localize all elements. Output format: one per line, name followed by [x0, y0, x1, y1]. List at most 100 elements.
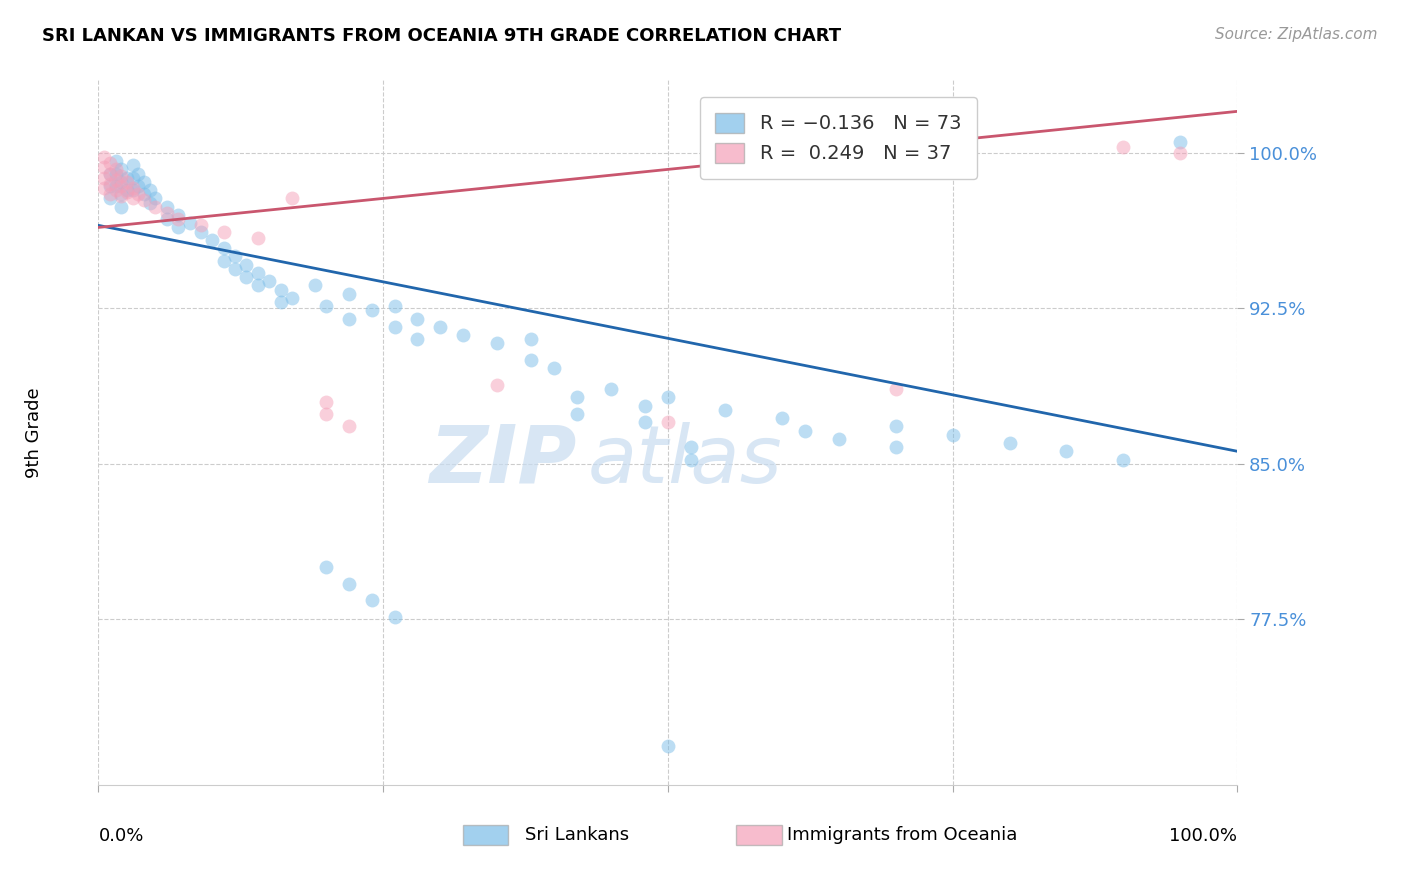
Point — [384, 610, 406, 624]
Text: ZIP: ZIP — [429, 422, 576, 500]
Point — [98, 191, 121, 205]
Point — [337, 311, 360, 326]
Point — [121, 191, 143, 205]
Point — [520, 332, 543, 346]
Point — [110, 169, 132, 183]
Point — [235, 258, 257, 272]
Point — [110, 162, 132, 177]
Point — [259, 274, 281, 288]
Point — [429, 319, 451, 334]
Point — [115, 185, 138, 199]
Point — [337, 286, 360, 301]
Text: SRI LANKAN VS IMMIGRANTS FROM OCEANIA 9TH GRADE CORRELATION CHART: SRI LANKAN VS IMMIGRANTS FROM OCEANIA 9T… — [42, 27, 841, 45]
Point — [110, 189, 132, 203]
Point — [98, 187, 121, 202]
Point — [104, 167, 127, 181]
Point — [127, 187, 149, 202]
Point — [714, 402, 737, 417]
Point — [337, 419, 360, 434]
Point — [110, 178, 132, 193]
Point — [98, 167, 121, 181]
Point — [115, 170, 138, 185]
Point — [520, 353, 543, 368]
Point — [104, 178, 127, 193]
Point — [451, 328, 474, 343]
Point — [167, 212, 190, 227]
Point — [384, 319, 406, 334]
Point — [281, 291, 304, 305]
Point — [246, 231, 269, 245]
Point — [212, 225, 235, 239]
Point — [406, 332, 429, 346]
Point — [121, 158, 143, 172]
Text: Sri Lankans: Sri Lankans — [526, 826, 630, 844]
Point — [167, 220, 190, 235]
Point — [93, 170, 115, 185]
Point — [565, 390, 588, 404]
Point — [657, 390, 679, 404]
Point — [360, 303, 382, 318]
Point — [998, 436, 1021, 450]
Point — [138, 195, 160, 210]
Point — [360, 593, 382, 607]
Point — [132, 175, 155, 189]
Point — [179, 216, 201, 230]
Point — [156, 200, 179, 214]
Point — [104, 162, 127, 177]
Text: atlas: atlas — [588, 422, 783, 500]
Point — [121, 181, 143, 195]
Point — [679, 440, 702, 454]
Text: Source: ZipAtlas.com: Source: ZipAtlas.com — [1215, 27, 1378, 42]
Point — [93, 150, 115, 164]
Point — [201, 233, 224, 247]
Point — [486, 336, 509, 351]
Point — [1170, 136, 1192, 150]
FancyBboxPatch shape — [463, 825, 509, 845]
Point — [212, 241, 235, 255]
Point — [156, 206, 179, 220]
Point — [110, 187, 132, 202]
Point — [138, 183, 160, 197]
Point — [565, 407, 588, 421]
Point — [270, 295, 292, 310]
Point — [104, 173, 127, 187]
Point — [145, 200, 167, 214]
Point — [828, 432, 851, 446]
Point — [634, 399, 657, 413]
Point — [486, 378, 509, 392]
Text: Immigrants from Oceania: Immigrants from Oceania — [787, 826, 1018, 844]
Point — [156, 212, 179, 227]
Point — [1112, 139, 1135, 153]
Point — [1170, 145, 1192, 160]
Text: 100.0%: 100.0% — [1170, 827, 1237, 846]
Point — [770, 411, 793, 425]
Point — [235, 270, 257, 285]
Point — [884, 419, 907, 434]
Y-axis label: 9th Grade: 9th Grade — [25, 387, 42, 478]
Point — [127, 167, 149, 181]
Point — [224, 249, 246, 263]
Point — [98, 156, 121, 170]
Point — [121, 170, 143, 185]
Point — [104, 183, 127, 197]
Point — [315, 299, 337, 313]
Point — [406, 311, 429, 326]
Point — [600, 382, 623, 396]
Point — [384, 299, 406, 313]
Point — [110, 175, 132, 189]
Point — [212, 253, 235, 268]
Point — [190, 225, 212, 239]
Point — [657, 739, 679, 753]
Point — [315, 407, 337, 421]
Point — [115, 183, 138, 197]
Point — [127, 178, 149, 193]
Point — [224, 261, 246, 276]
Point — [246, 278, 269, 293]
Point — [657, 415, 679, 429]
Point — [1054, 444, 1078, 458]
Point — [110, 200, 132, 214]
Point — [793, 424, 815, 438]
Point — [304, 278, 326, 293]
Point — [884, 440, 907, 454]
Point — [98, 177, 121, 191]
